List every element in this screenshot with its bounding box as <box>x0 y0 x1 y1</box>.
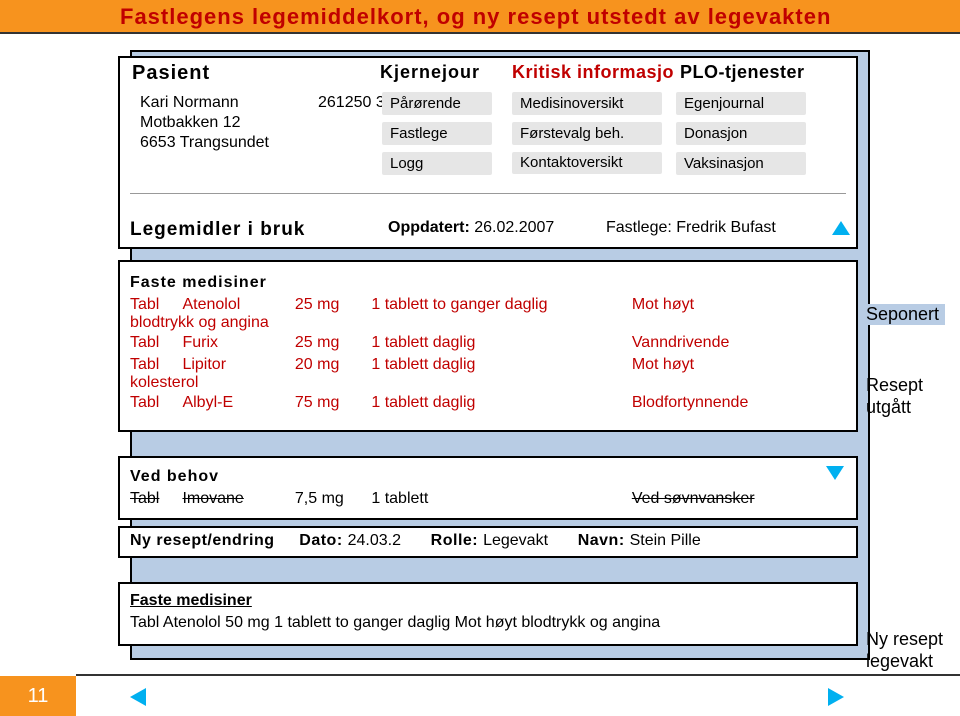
med-purpose: Ved søvnvansker <box>632 488 755 510</box>
tab-kjernejournal[interactable]: Kjernejour <box>380 62 480 83</box>
cell-parorende[interactable]: Pårørende <box>382 92 492 115</box>
scroll-up-icon[interactable] <box>832 221 850 235</box>
side-note-resept-utgatt: Resept utgått <box>866 374 923 418</box>
med-row-lipitor: Tabl Lipitor 20 mg 1 tablett daglig Mot … <box>130 354 846 376</box>
navn-label: Navn: <box>578 532 625 549</box>
cell-kontaktoversikt[interactable]: Kontaktoversikt <box>512 152 662 174</box>
prev-slide-icon[interactable] <box>130 688 146 706</box>
faste2-header: Faste medisiner <box>130 592 846 610</box>
cell-egenjournal[interactable]: Egenjournal <box>676 92 806 115</box>
med-form: Tabl <box>130 354 178 376</box>
pasient-name: Kari Normann <box>140 94 239 112</box>
med-purpose: Vanndrivende <box>632 332 730 354</box>
ved-behov-header: Ved behov <box>130 468 846 486</box>
pasient-label: Pasient <box>132 62 210 85</box>
faste-medisiner-panel: Faste medisiner Tabl Atenolol 25 mg 1 ta… <box>118 260 858 432</box>
side-note-line2: utgått <box>866 396 923 418</box>
faste-medisiner-2-panel: Faste medisiner Tabl Atenolol 50 mg 1 ta… <box>118 582 858 646</box>
med-freq: 1 tablett daglig <box>371 354 627 376</box>
dato-value: 24.03.2 <box>348 532 401 549</box>
dato-label: Dato: <box>299 532 342 549</box>
oppdatert: Oppdatert: 26.02.2007 <box>388 219 554 237</box>
med-dose: 25 mg <box>295 294 367 316</box>
cell-logg[interactable]: Logg <box>382 152 492 175</box>
faste-header: Faste medisiner <box>130 274 846 292</box>
panel1-divider <box>130 193 846 194</box>
med-form: Tabl <box>130 332 178 354</box>
legemidler-bar: Legemidler i bruk Oppdatert: 26.02.2007 … <box>118 215 858 249</box>
ved-behov-panel: Ved behov Tabl Imovane 7,5 mg 1 tablett … <box>118 456 858 520</box>
cell-forstevalg[interactable]: Førstevalg beh. <box>512 122 662 145</box>
ny-resept-bar: Ny resept/endring Dato: 24.03.2 Rolle: L… <box>118 526 858 558</box>
med-form: Tabl <box>130 392 178 414</box>
slide-title: Fastlegens legemiddelkort, og ny resept … <box>120 4 831 30</box>
faste2-line: Tabl Atenolol 50 mg 1 tablett to ganger … <box>130 614 846 632</box>
med-freq: 1 tablett daglig <box>371 332 627 354</box>
med-dose: 75 mg <box>295 392 367 414</box>
pasient-addr2: 6653 Trangsundet <box>140 134 269 152</box>
med-drug: Furix <box>182 332 290 354</box>
side-note-line1: Ny resept <box>866 628 943 650</box>
med-freq: 1 tablett <box>371 488 627 510</box>
cell-donasjon[interactable]: Donasjon <box>676 122 806 145</box>
oppdatert-val: 26.02.2007 <box>474 219 554 236</box>
med-dose: 20 mg <box>295 354 367 376</box>
med-row-furix: Tabl Furix 25 mg 1 tablett daglig Vanndr… <box>130 332 846 354</box>
med-drug: Imovane <box>182 488 290 510</box>
tab-kritisk-info[interactable]: Kritisk informasjo <box>512 62 674 83</box>
ny-resept-label: Ny resept/endring <box>130 532 275 549</box>
med-form: Tabl <box>130 488 178 510</box>
med-freq: 1 tablett to ganger daglig <box>371 294 627 316</box>
oppdatert-label: Oppdatert: <box>388 219 470 236</box>
med-row-imovane: Tabl Imovane 7,5 mg 1 tablett Ved søvnva… <box>130 488 846 510</box>
med-wrap-lipitor: kolesterol <box>130 374 846 392</box>
med-form: Tabl <box>130 294 178 316</box>
med-purpose: Blodfortynnende <box>632 392 749 414</box>
cell-fastlege[interactable]: Fastlege <box>382 122 492 145</box>
med-purpose: Mot høyt <box>632 354 694 376</box>
rolle-label: Rolle: <box>431 532 478 549</box>
side-note-line1: Resept <box>866 374 923 396</box>
med-row-atenolol: Tabl Atenolol 25 mg 1 tablett to ganger … <box>130 294 846 316</box>
navn-value: Stein Pille <box>630 532 701 549</box>
legemidler-label: Legemidler i bruk <box>130 219 305 240</box>
rolle-value: Legevakt <box>483 532 548 549</box>
fastlege-label: Fastlege: <box>606 219 672 236</box>
med-drug: Atenolol <box>182 294 290 316</box>
fastlege-info: Fastlege: Fredrik Bufast <box>606 219 776 237</box>
side-note-ny-resept: Ny resept legevakt <box>866 628 943 672</box>
med-dose: 25 mg <box>295 332 367 354</box>
patient-header-panel: Pasient Kari Normann 261250 373 Motbakke… <box>118 56 858 236</box>
med-wrap-atenolol: blodtrykk og angina <box>130 314 846 332</box>
page-number: 11 <box>0 676 76 716</box>
med-row-albyl: Tabl Albyl-E 75 mg 1 tablett daglig Blod… <box>130 392 846 414</box>
footer-rule <box>76 674 960 676</box>
med-drug: Albyl-E <box>182 392 290 414</box>
pasient-addr1: Motbakken 12 <box>140 114 241 132</box>
med-dose: 7,5 mg <box>295 488 367 510</box>
side-note-line2: legevakt <box>866 650 943 672</box>
fastlege-value: Fredrik Bufast <box>676 219 776 236</box>
med-purpose: Mot høyt <box>632 294 694 316</box>
tab-plo-tjenester[interactable]: PLO-tjenester <box>680 62 805 83</box>
next-slide-icon[interactable] <box>828 688 844 706</box>
cell-medisinoversikt[interactable]: Medisinoversikt <box>512 92 662 115</box>
side-note-seponert: Seponert <box>866 304 945 325</box>
cell-vaksinasjon[interactable]: Vaksinasjon <box>676 152 806 175</box>
med-freq: 1 tablett daglig <box>371 392 627 414</box>
med-drug: Lipitor <box>182 354 290 376</box>
scroll-down-icon[interactable] <box>826 466 844 480</box>
